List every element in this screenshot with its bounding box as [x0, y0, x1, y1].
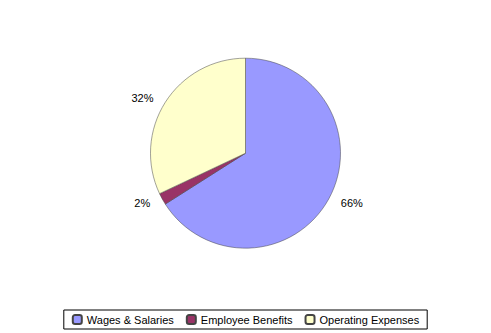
svg-text:Employee Benefits: Employee Benefits [201, 314, 293, 326]
svg-text:66%: 66% [341, 197, 363, 209]
svg-text:Wages & Salaries: Wages & Salaries [87, 314, 175, 326]
svg-text:Operating Expenses: Operating Expenses [320, 314, 420, 326]
svg-text:32%: 32% [132, 92, 154, 104]
svg-text:2%: 2% [134, 197, 150, 209]
